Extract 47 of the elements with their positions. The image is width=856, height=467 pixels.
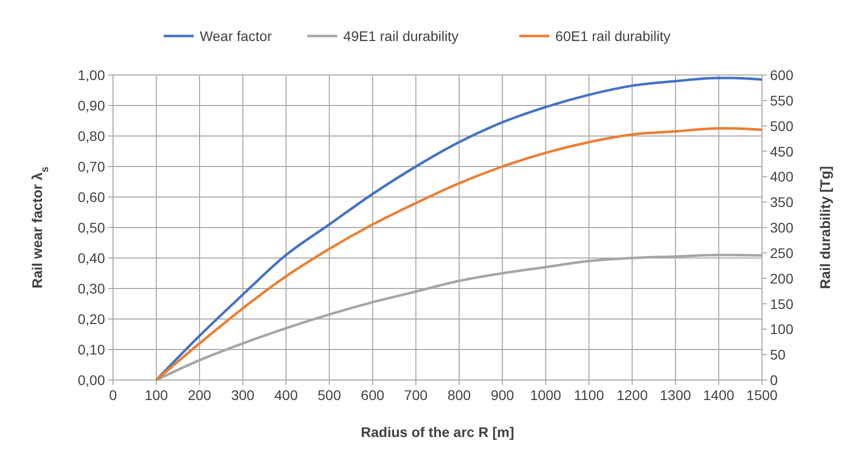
y-tick-label: 0,40 xyxy=(78,250,106,266)
x-tick-label: 300 xyxy=(231,387,255,403)
x-tick-label: 400 xyxy=(274,387,298,403)
legend-label: 49E1 rail durability xyxy=(343,28,458,44)
line-series xyxy=(155,127,764,382)
y2-tick-label: 550 xyxy=(770,92,794,108)
x-tick-label: 700 xyxy=(404,387,428,403)
y-tick-label: 0,60 xyxy=(78,189,106,205)
y2-tick-label: 0 xyxy=(770,372,778,388)
y2-tick-label: 600 xyxy=(770,67,794,83)
y-tick-label: 0,70 xyxy=(78,158,106,174)
x-tick-label: 0 xyxy=(109,387,118,403)
y2-tick-label: 300 xyxy=(770,220,794,236)
y-tick-label: 0,00 xyxy=(78,372,106,388)
line-series xyxy=(155,76,764,382)
x-tick-label: 800 xyxy=(447,387,472,403)
y-tick-label: 0,20 xyxy=(78,311,106,327)
y2-tick-label: 350 xyxy=(770,194,794,210)
legend-label: Wear factor xyxy=(200,28,272,44)
y-tick-label: 0,50 xyxy=(78,220,106,236)
x-tick-label: 1100 xyxy=(574,387,604,403)
y-tick-label: 0,10 xyxy=(78,342,106,358)
y-tick-label: 0,90 xyxy=(78,98,106,114)
y-tick-label: 1,00 xyxy=(78,67,106,83)
y-tick-label: 0,30 xyxy=(78,280,106,296)
x-axis-title: Radius of the arc R [m] xyxy=(360,424,514,440)
y2-tick-label: 450 xyxy=(770,143,794,160)
y2-tick-label: 200 xyxy=(770,270,794,286)
y2-tick-label: 500 xyxy=(770,118,794,134)
y2-tick-label: 400 xyxy=(770,168,794,185)
y2-tick-label: 50 xyxy=(770,346,786,363)
y2-tick-label: 150 xyxy=(770,296,794,312)
x-tick-label: 100 xyxy=(144,387,168,403)
x-tick-label: 1400 xyxy=(703,387,735,403)
x-tick-label: 1300 xyxy=(660,387,692,403)
x-tick-label: 600 xyxy=(360,387,384,403)
x-tick-label: 1500 xyxy=(746,387,778,403)
x-tick-label: 500 xyxy=(318,387,342,403)
legend-label: 60E1 rail durability xyxy=(555,28,670,44)
x-tick-label: 1200 xyxy=(616,387,648,403)
x-tick-label: 200 xyxy=(188,387,212,403)
y2-axis-title: Rail durability [Tg] xyxy=(817,166,833,289)
x-tick-label: 900 xyxy=(490,387,514,403)
y2-tick-label: 100 xyxy=(770,321,794,338)
y-tick-label: 0,80 xyxy=(78,128,106,144)
y2-tick-label: 250 xyxy=(770,244,794,261)
x-tick-label: 1000 xyxy=(530,387,562,403)
